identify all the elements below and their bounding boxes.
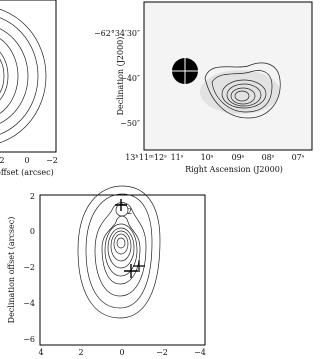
frame [39,194,206,346]
y-tick-label: −40″ [120,74,140,83]
x-tick-label: −4 [194,348,206,357]
y-tick-label: −50″ [120,119,140,128]
x-axis-label: offset (arcsec) [0,168,54,177]
frame [0,0,57,153]
x-tick-label: 10ˢ [201,153,214,162]
source-label: 2 [127,207,132,216]
contour [85,193,153,309]
bottom-panel: 2 2 0 −2 −4 −6 Declination offset (arcse… [7,185,206,357]
y-tick-label: 2 [30,192,35,201]
contour [110,230,132,262]
contour [0,17,39,135]
x-tick-label: 08ˢ [262,153,275,162]
contour [104,223,138,277]
x-tick-label: −2 [46,156,58,165]
contour [0,8,47,144]
cross [115,199,127,211]
contour [0,58,5,94]
left-panel: 2 0 −2 offset (arcsec) [0,0,58,177]
contour [204,62,281,119]
y-axis-label: Declination (J2000) [116,37,125,116]
contour [230,87,256,105]
x-axis-label: Right Ascension (J2000) [185,165,283,174]
x-tick-label: −2 [156,348,168,357]
top-panel: −62°34′30″ −40″ −50″ Declination (J2000)… [94,1,313,174]
contour [0,51,9,101]
contour [226,83,262,107]
contour [116,237,126,249]
y-tick-label: −4 [23,299,35,308]
contour [0,28,29,124]
contour [101,215,141,285]
x-tick-label: 07ˢ [292,153,305,162]
x-tick-label: 0 [119,348,124,357]
x-tick-label: 09ˢ [232,153,245,162]
x-tick-label: 4 [38,348,43,357]
x-tick-label: 0 [24,156,29,165]
contour [0,38,19,114]
contour [234,90,250,102]
contour [77,185,161,319]
contour [211,70,273,113]
y-tick-label: −62°34′30″ [94,29,140,38]
contour [107,227,135,269]
y-tick-label: −2 [23,263,35,272]
y-tick-label: 0 [30,227,35,236]
cross [133,260,145,272]
contour [113,233,129,255]
y-axis-label: Declination offset (arcsec) [7,217,16,324]
cross [124,264,138,278]
frame [143,1,313,151]
x-tick-label: 2 [0,156,5,165]
x-tick-label: 11ˢ [171,153,184,162]
y-tick-label: −6 [23,335,35,344]
contour [94,202,147,297]
x-tick-label: 2 [78,348,83,357]
x-tick-label: 13ʰ11ᵐ12ˢ [125,153,167,162]
contour [221,79,267,109]
emission [200,70,280,114]
